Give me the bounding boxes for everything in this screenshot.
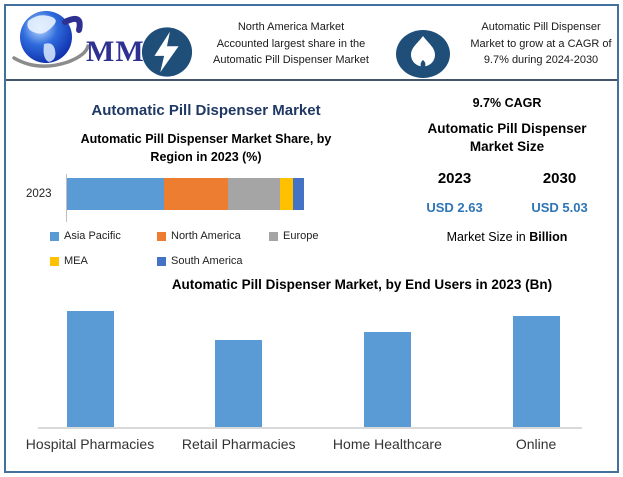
legend-marker-north-america — [157, 231, 166, 241]
end-users-chart-section: Automatic Pill Dispenser Market, by End … — [8, 272, 612, 470]
value-2023: USD 2.63 — [426, 200, 483, 216]
legend-label-asia-pacific: Asia Pacific — [64, 230, 121, 242]
bar-segment-south-america — [293, 178, 304, 210]
callout-cagr-text: Automatic Pill Dispenser Market to grow … — [470, 21, 612, 66]
value-2030: USD 5.03 — [531, 200, 588, 216]
x-label-online: Online — [515, 436, 557, 452]
end-users-plot-area — [38, 306, 582, 429]
year-2023: 2023 — [437, 170, 472, 188]
bar-segment-north-america — [164, 178, 229, 210]
legend: Asia Pacific North America Europe MEA South … — [50, 230, 318, 267]
bar-segment-europe — [228, 178, 281, 210]
market-size-section: 9.7% CAGR Automatic Pill Dispenser Marke… — [402, 88, 612, 244]
region-share-section: Automatic Pill Dispenser Market Automati… — [8, 88, 404, 302]
year-2030: 2030 — [542, 170, 577, 188]
header-band: MMR North America Market Accounted large… — [6, 6, 617, 81]
legend-marker-south-america — [157, 256, 166, 266]
legend-item-asia-pacific: Asia Pacific — [50, 230, 157, 242]
legend-item-south-america: South America — [157, 255, 269, 267]
legend-marker-mea — [50, 256, 59, 266]
legend-marker-europe — [269, 231, 278, 241]
lightning-icon — [140, 25, 194, 84]
flame-icon — [394, 29, 452, 84]
bar-online — [512, 316, 560, 427]
market-size-unit-note: Market Size in Billion — [402, 230, 612, 244]
unit-note-regular: Market Size in — [446, 230, 530, 245]
section-title: Automatic Pill Dispenser Market — [91, 102, 321, 119]
legend-marker-asia-pacific — [50, 231, 59, 241]
end-users-chart-title: Automatic Pill Dispenser Market, by End … — [171, 277, 553, 292]
y-axis-tick-2023: 2023 — [26, 188, 52, 200]
market-size-columns: 2023 USD 2.63 2030 USD 5.03 — [402, 170, 612, 215]
bar-retail-pharmacies — [215, 340, 263, 427]
legend-item-europe: Europe — [269, 230, 318, 242]
y-axis-line — [66, 174, 67, 222]
bar-segment-mea — [280, 178, 294, 210]
market-size-title: Automatic Pill Dispenser Market Size — [427, 121, 587, 155]
legend-label-europe: Europe — [283, 230, 319, 242]
bar-segment-asia-pacific — [67, 178, 165, 210]
unit-note-bold: Billion — [529, 230, 568, 245]
callout-north-america-text: North America Market Accounted largest s… — [213, 21, 369, 66]
x-label-retail-pharmacies: Retail Pharmacies — [181, 436, 296, 452]
globe-icon — [10, 8, 102, 77]
region-stacked-bar-chart: 2023 Asia Pacific North America Europe MEA S… — [8, 174, 404, 302]
legend-label-south-america: South America — [171, 255, 243, 267]
legend-item-north-america: North America — [157, 230, 269, 242]
stacked-bar — [67, 178, 304, 210]
region-chart-title: Automatic Pill Dispenser Market Share, b… — [80, 132, 332, 164]
bar-hospital-pharmacies — [66, 311, 114, 427]
x-label-home-healthcare: Home Healthcare — [332, 436, 442, 452]
cagr-value: 9.7% CAGR — [472, 96, 542, 110]
market-size-col-2023: 2023 USD 2.63 — [402, 170, 507, 215]
market-size-col-2030: 2030 USD 5.03 — [507, 170, 612, 215]
bar-home-healthcare — [363, 332, 411, 427]
legend-label-north-america: North America — [171, 230, 241, 242]
legend-label-mea: MEA — [64, 255, 88, 267]
x-label-hospital-pharmacies: Hospital Pharmacies — [25, 436, 155, 452]
legend-item-mea: MEA — [50, 255, 157, 267]
